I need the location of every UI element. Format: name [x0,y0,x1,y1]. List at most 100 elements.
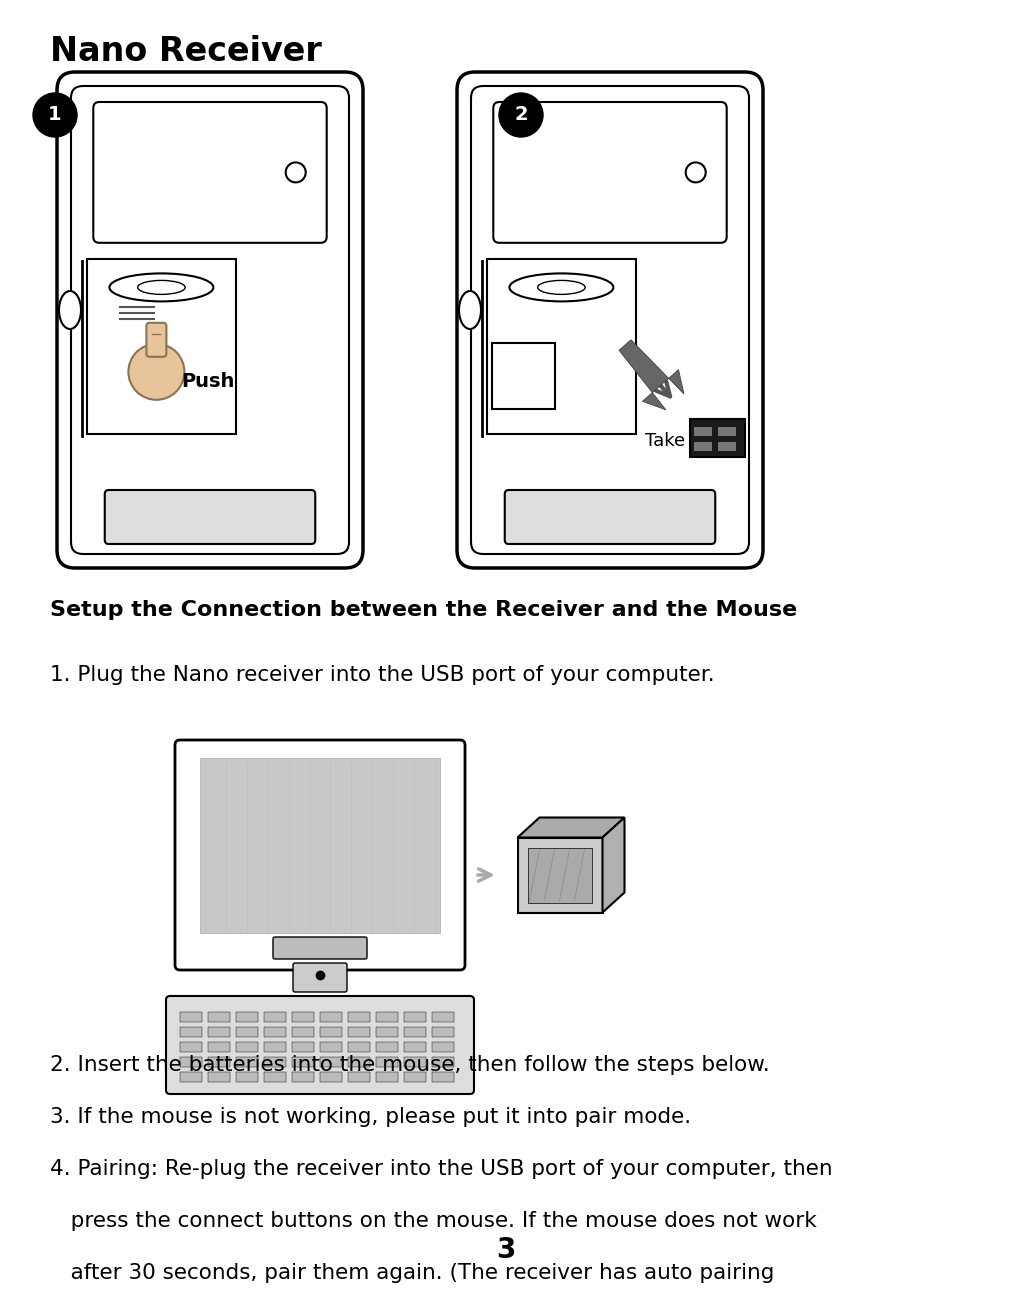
FancyBboxPatch shape [292,1012,313,1022]
FancyBboxPatch shape [319,1057,342,1066]
FancyBboxPatch shape [147,322,166,357]
Text: 4. Pairing: Re-plug the receiver into the USB port of your computer, then: 4. Pairing: Re-plug the receiver into th… [50,1159,832,1179]
Point [475,429,487,444]
FancyBboxPatch shape [348,1012,370,1022]
Point [387,922,399,938]
FancyBboxPatch shape [292,1057,313,1066]
Point [303,922,315,938]
Point [241,753,253,769]
Polygon shape [517,817,624,838]
Point [387,753,399,769]
Polygon shape [602,817,624,912]
FancyBboxPatch shape [166,996,473,1094]
Point [113,312,125,327]
FancyBboxPatch shape [690,420,744,457]
Text: 1: 1 [49,105,62,125]
FancyBboxPatch shape [486,260,635,434]
Text: 1. Plug the Nano receiver into the USB port of your computer.: 1. Plug the Nano receiver into the USB p… [50,665,714,685]
Line: 2 pts: 2 pts [559,850,569,900]
Point [113,305,125,321]
Point [154,326,166,342]
Text: Take out: Take out [644,433,720,449]
Point [113,300,125,316]
FancyBboxPatch shape [348,1057,370,1066]
Point [148,300,160,316]
FancyBboxPatch shape [432,1072,454,1082]
Point [219,922,232,938]
Ellipse shape [137,281,185,295]
Point [366,753,378,769]
FancyBboxPatch shape [376,1028,397,1037]
Point [366,922,378,938]
FancyBboxPatch shape [105,490,315,544]
FancyBboxPatch shape [208,1012,229,1022]
Text: Setup the Connection between the Receiver and the Mouse: Setup the Connection between the Receive… [50,600,797,620]
FancyBboxPatch shape [376,1042,397,1052]
FancyBboxPatch shape [432,1012,454,1022]
FancyBboxPatch shape [694,442,712,451]
FancyBboxPatch shape [432,1028,454,1037]
FancyBboxPatch shape [470,86,748,553]
Point [407,922,420,938]
Text: 3. If the mouse is not working, please put it into pair mode.: 3. If the mouse is not working, please p… [50,1107,691,1128]
Ellipse shape [59,291,81,329]
Point [147,326,159,342]
Ellipse shape [537,281,584,295]
Point [429,753,441,769]
FancyBboxPatch shape [403,1072,426,1082]
FancyBboxPatch shape [457,71,762,568]
FancyBboxPatch shape [264,1072,286,1082]
FancyBboxPatch shape [376,1012,397,1022]
Line: 2 pts: 2 pts [529,850,539,900]
Text: Push: Push [181,373,235,391]
FancyBboxPatch shape [208,1042,229,1052]
FancyBboxPatch shape [180,1072,202,1082]
Point [533,842,545,857]
Point [148,312,160,327]
Polygon shape [619,340,683,410]
Text: 3: 3 [495,1237,516,1264]
FancyBboxPatch shape [432,1057,454,1066]
FancyBboxPatch shape [264,1057,286,1066]
Text: 2: 2 [514,105,528,125]
FancyBboxPatch shape [292,1072,313,1082]
Point [199,753,211,769]
FancyBboxPatch shape [492,103,726,243]
FancyBboxPatch shape [71,86,349,553]
Ellipse shape [109,273,213,301]
FancyBboxPatch shape [180,1057,202,1066]
Point [578,842,590,857]
FancyBboxPatch shape [264,1012,286,1022]
Point [475,253,487,269]
FancyBboxPatch shape [236,1042,258,1052]
Point [76,429,88,444]
FancyBboxPatch shape [717,427,735,436]
FancyBboxPatch shape [57,71,363,568]
FancyBboxPatch shape [264,1028,286,1037]
Circle shape [128,344,184,400]
Point [345,922,357,938]
FancyBboxPatch shape [348,1072,370,1082]
FancyBboxPatch shape [292,1042,313,1052]
FancyBboxPatch shape [319,1042,342,1052]
Point [568,892,580,908]
Circle shape [685,162,705,182]
Point [538,892,550,908]
FancyBboxPatch shape [236,1057,258,1066]
Point [241,922,253,938]
FancyBboxPatch shape [319,1072,342,1082]
Point [199,922,211,938]
FancyBboxPatch shape [93,103,327,243]
FancyBboxPatch shape [403,1042,426,1052]
FancyBboxPatch shape [348,1028,370,1037]
Point [282,753,294,769]
FancyBboxPatch shape [319,1028,342,1037]
Point [325,922,337,938]
Point [219,753,232,769]
FancyBboxPatch shape [208,1072,229,1082]
Point [148,305,160,321]
FancyBboxPatch shape [504,490,715,544]
FancyBboxPatch shape [236,1028,258,1037]
FancyBboxPatch shape [432,1042,454,1052]
FancyBboxPatch shape [200,757,440,933]
